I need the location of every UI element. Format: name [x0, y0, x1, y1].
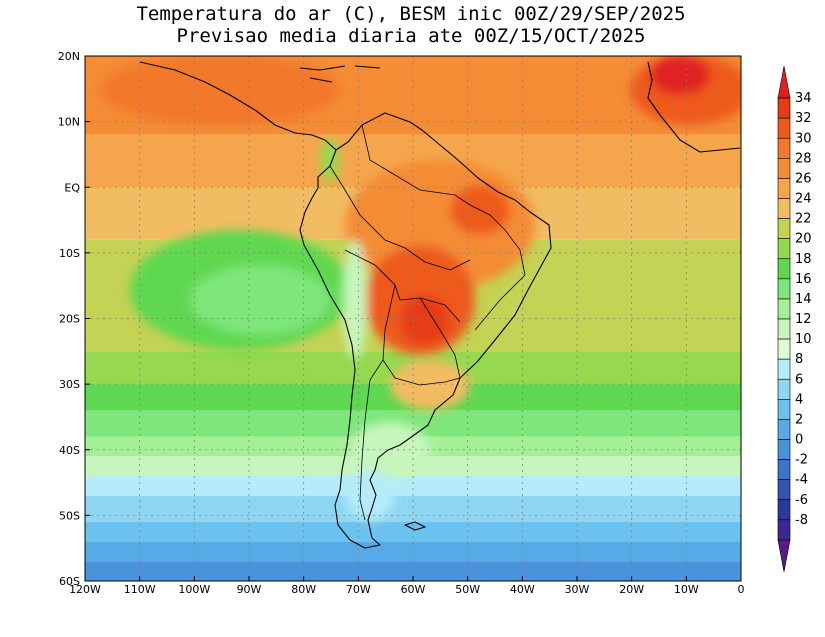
y-tick-label: 50S [59, 509, 80, 522]
x-axis: 120W 110W 100W 90W 80W 70W 60W 50W 40W 30W 20W 10W 0 [69, 576, 745, 596]
x-tick-label: 80W [291, 583, 316, 596]
colorbar-label: 18 [795, 252, 812, 267]
x-tick-label: 30W [565, 583, 590, 596]
colorbar-segment [777, 459, 791, 480]
x-tick-label: 70W [346, 583, 371, 596]
colorbar-label: 28 [795, 151, 812, 166]
x-tick-label: 10W [674, 583, 699, 596]
chart-title-line2: Previsao media diaria ate 00Z/15/OCT/202… [177, 25, 646, 47]
map-plot-area [85, 56, 741, 581]
x-tick-label: 110W [124, 583, 156, 596]
colorbar-label: 26 [795, 171, 812, 186]
colorbar-label: 34 [795, 91, 812, 106]
y-axis: 20N 10N EQ 10S 20S 30S 40S 50S 60S [58, 50, 90, 588]
colorbar-segment [777, 117, 791, 139]
colorbar-label: 14 [795, 292, 812, 307]
colorbar-label: 24 [795, 192, 812, 207]
colorbar-segment [777, 419, 791, 440]
y-tick-label: 10S [59, 247, 80, 260]
patagonia-cold [345, 470, 395, 520]
chart-title-line1: Temperatura do ar (C), BESM inic 00Z/29/… [136, 3, 685, 25]
africa-coast [647, 61, 741, 153]
y-tick-label: 20N [58, 50, 80, 63]
x-tick-label: 90W [237, 583, 262, 596]
temperature-band [85, 476, 741, 496]
caribbean-islands [299, 65, 381, 83]
colorbar-segment [777, 338, 791, 360]
x-tick-label: 20W [619, 583, 644, 596]
x-tick-label: 120W [69, 583, 101, 596]
chaco-core [400, 295, 450, 345]
colorbar-label: 4 [795, 392, 803, 407]
colorbar-top-arrow [777, 65, 791, 99]
colorbar-label: -2 [795, 453, 808, 468]
colorbar-segment [777, 358, 791, 380]
colorbar-label: 30 [795, 131, 812, 146]
colorbar-label: 2 [795, 412, 803, 427]
colorbar-label: 0 [795, 433, 803, 448]
falklands [404, 521, 426, 531]
y-tick-label: 30S [59, 378, 80, 391]
central-america-coast [139, 61, 337, 151]
colorbar-label: 10 [795, 332, 812, 347]
y-tick-label: 40S [59, 444, 80, 457]
colorbar-segment [777, 137, 791, 159]
x-tick-label: 40W [510, 583, 535, 596]
colorbar-segment [777, 178, 791, 199]
graticule [85, 56, 741, 581]
colorbar-label: -4 [795, 473, 808, 488]
x-tick-label: 0 [738, 583, 745, 596]
colorbar-segment [777, 378, 791, 400]
colorbar-label: 22 [795, 212, 812, 227]
colorbar-label: 20 [795, 232, 812, 247]
pacific-tongue-inner [190, 265, 330, 335]
colorbar-label: -6 [795, 493, 808, 508]
colorbar-label: 16 [795, 272, 812, 287]
south-america-coast [299, 112, 552, 549]
y-tick-label: 20S [59, 313, 80, 326]
colorbar-label: 12 [795, 312, 812, 327]
country-borders [329, 124, 526, 521]
y-tick-label: 60S [59, 575, 80, 588]
colorbar-segment [777, 218, 791, 239]
colorbar-segment [777, 158, 791, 179]
caribbean-warm [100, 56, 340, 125]
coastlines [139, 61, 741, 549]
colorbar-label: -8 [795, 513, 808, 528]
colorbar-segment [777, 258, 791, 280]
x-tick-label: 60W [401, 583, 426, 596]
colorbar-segment [777, 298, 791, 320]
colorbar-segment [777, 238, 791, 260]
colorbar-segment [777, 479, 791, 501]
x-tick-label: 100W [178, 583, 210, 596]
colorbar-bottom-arrow [777, 539, 791, 573]
colorbar-segment [777, 499, 791, 521]
temperature-band [85, 541, 741, 562]
x-tick-label: 50W [455, 583, 480, 596]
patagonia-cool [350, 422, 430, 478]
colorbar-segment [777, 519, 791, 541]
colorbar-segment [777, 399, 791, 420]
colorbar-segment [777, 97, 791, 119]
andes-cool [343, 240, 367, 360]
colorbar-segment [777, 198, 791, 219]
y-tick-label: EQ [64, 181, 80, 194]
colorbar-label: 8 [795, 352, 803, 367]
colorbar-label: 6 [795, 372, 803, 387]
colorbar-segment [777, 439, 791, 460]
sahara-hot [650, 56, 710, 95]
colorbar-segment [777, 318, 791, 340]
colorbar-label: 32 [795, 111, 812, 126]
colorbar-segment [777, 278, 791, 300]
y-tick-label: 10N [58, 116, 80, 129]
